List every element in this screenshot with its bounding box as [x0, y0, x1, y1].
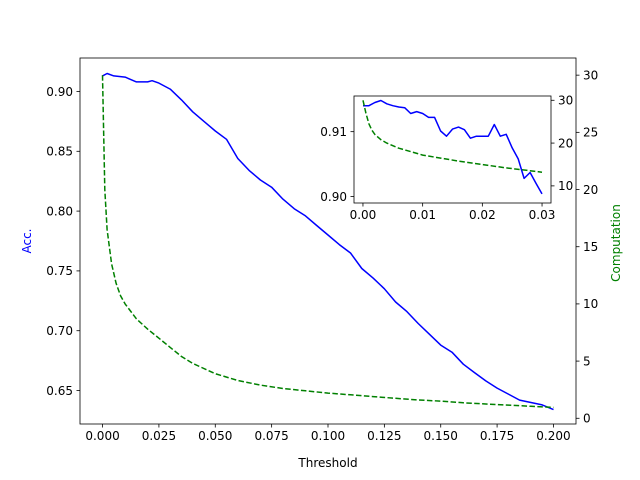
main-right-tick-label: 25 — [583, 126, 598, 140]
main-accuracy-line — [102, 72, 554, 411]
inset-x-tick-label: 0.03 — [529, 208, 556, 222]
main-y-tick-label: 0.90 — [46, 85, 73, 99]
inset-y-ticks-right: 10 20 30 — [551, 94, 573, 193]
inset-right-tick-label: 10 — [558, 179, 573, 193]
inset-accuracy-line — [363, 99, 543, 195]
main-y-ticks-left: 0.65 0.70 0.75 0.80 0.85 0.90 — [46, 85, 80, 398]
inset-x-tick-label: 0.02 — [469, 208, 496, 222]
main-x-ticks: 0.000 0.025 0.050 0.075 0.100 0.125 0.150 0.175… — [85, 424, 571, 443]
main-y-tick-label: 0.80 — [46, 204, 73, 218]
inset-y-tick-label: 0.90 — [320, 190, 347, 204]
main-x-tick-label: 0.125 — [367, 429, 401, 443]
main-y-tick-label: 0.65 — [46, 384, 73, 398]
main-right-tick-label: 30 — [583, 68, 598, 82]
inset-axes: 0.00 0.01 0.02 0.03 0.90 0.91 10 20 30 — [320, 94, 573, 222]
main-axes: 0.000 0.025 0.050 0.075 0.100 0.125 0.150 0.175… — [20, 57, 623, 470]
inset-computation-line — [362, 100, 543, 173]
inset-y-tick-label: 0.91 — [320, 125, 347, 139]
main-x-tick-label: 0.000 — [85, 429, 119, 443]
main-x-tick-label: 0.200 — [536, 429, 570, 443]
main-computation-line — [101, 75, 554, 409]
inset-background — [354, 96, 551, 203]
main-x-tick-label: 0.100 — [311, 429, 345, 443]
inset-x-ticks: 0.00 0.01 0.02 0.03 — [350, 203, 556, 222]
main-x-tick-label: 0.025 — [142, 429, 176, 443]
main-series-layer — [101, 72, 554, 411]
main-y-tick-label: 0.70 — [46, 324, 73, 338]
y-axis-label-left: Acc. — [20, 228, 34, 253]
inset-right-tick-label: 20 — [558, 136, 573, 150]
main-right-tick-label: 0 — [583, 412, 591, 426]
main-y-tick-label: 0.85 — [46, 145, 73, 159]
main-x-tick-label: 0.075 — [254, 429, 288, 443]
x-axis-label: Threshold — [297, 456, 357, 470]
main-y-tick-label: 0.75 — [46, 264, 73, 278]
main-right-tick-label: 10 — [583, 297, 598, 311]
main-x-tick-label: 0.050 — [198, 429, 232, 443]
inset-series-layer — [362, 99, 543, 195]
inset-x-tick-label: 0.00 — [350, 208, 377, 222]
main-y-ticks-right: 0 5 10 15 20 25 30 — [576, 68, 598, 426]
inset-plot-frame — [353, 95, 552, 204]
main-right-tick-label: 15 — [583, 240, 598, 254]
main-x-tick-label: 0.175 — [480, 429, 514, 443]
main-right-tick-label: 20 — [583, 183, 598, 197]
main-x-tick-label: 0.150 — [424, 429, 458, 443]
inset-y-ticks-left: 0.90 0.91 — [320, 125, 354, 204]
main-right-tick-label: 5 — [583, 354, 591, 368]
inset-right-tick-label: 30 — [558, 94, 573, 108]
y-axis-label-right: Computation — [609, 204, 623, 282]
inset-x-tick-label: 0.01 — [409, 208, 436, 222]
